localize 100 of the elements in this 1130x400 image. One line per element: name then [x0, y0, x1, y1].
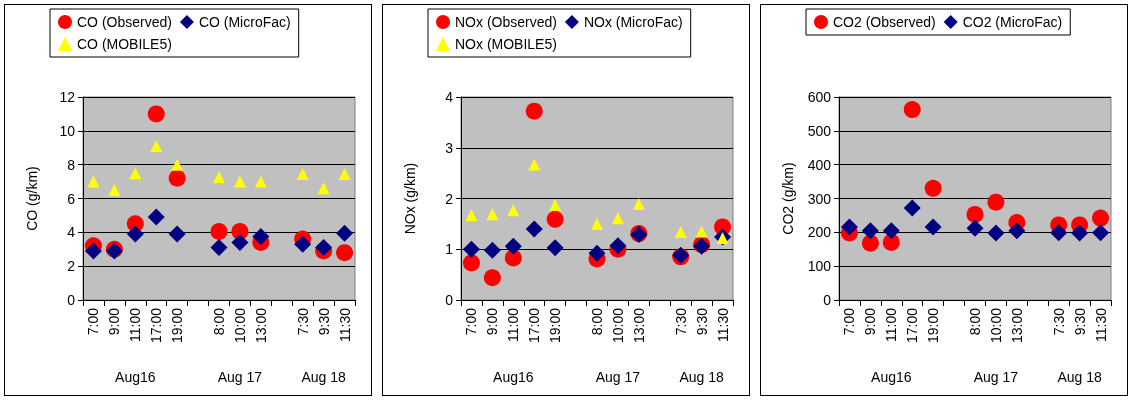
y-tick-label: 12 [59, 89, 76, 105]
x-tick-label: 11:30 [1092, 307, 1109, 342]
point [987, 224, 1005, 242]
point [525, 102, 543, 120]
x-tick-label: 7:00 [85, 307, 102, 336]
y-tick-label: 100 [807, 258, 832, 275]
x-tick-label: 11:00 [883, 307, 900, 342]
legend-label: NOx (MOBILE5) [455, 36, 557, 52]
x-tick-label: 8:00 [211, 307, 227, 336]
x-tick-label: 10:00 [231, 307, 248, 344]
text: Aug 18 [301, 369, 347, 385]
point [147, 208, 165, 226]
y-tick-label: 0 [67, 292, 76, 308]
y-tick-label: 4 [67, 224, 76, 241]
point [695, 225, 708, 238]
point [987, 193, 1005, 211]
point [903, 101, 921, 119]
point [483, 269, 501, 287]
point [210, 222, 228, 240]
point [338, 167, 351, 180]
text: Aug 18 [679, 369, 725, 385]
point [861, 234, 879, 252]
point [1071, 224, 1089, 242]
point [966, 219, 984, 237]
point [108, 184, 121, 197]
x-tick-label: 17:00 [904, 307, 921, 344]
x-tick-label: 9:00 [484, 307, 501, 336]
point [924, 179, 942, 197]
y-tick-label: 1 [445, 241, 454, 258]
point [924, 218, 942, 236]
x-tick-label: 7:00 [463, 307, 480, 336]
x-tick-label: 11:30 [336, 307, 353, 342]
point [147, 105, 165, 123]
x-tick-label: 19:00 [547, 307, 564, 344]
x-tick-label: 7:30 [1050, 307, 1067, 336]
x-tick-label: 9:30 [315, 307, 332, 336]
point [233, 175, 246, 188]
point [462, 240, 480, 258]
point [465, 209, 478, 222]
legend-label: CO2 (Observed) [833, 14, 936, 30]
text: Aug 17 [973, 369, 1019, 385]
y-tick-label: 2 [67, 258, 76, 275]
point [171, 158, 184, 171]
text: Aug 17 [595, 369, 641, 385]
y-tick-label: 6 [67, 190, 76, 207]
point [632, 198, 645, 211]
x-tick-label: 11:00 [127, 307, 144, 342]
x-tick-label: 10:00 [987, 307, 1004, 344]
x-tick-label: 17:00 [526, 307, 543, 344]
x-tick-label: 13:00 [252, 307, 269, 344]
point [486, 208, 499, 221]
x-tick-label: 8:00 [967, 307, 983, 336]
y-tick-label: 300 [807, 190, 832, 207]
y-tick-label: 8 [67, 156, 76, 173]
x-tick-label: 13:00 [630, 307, 647, 344]
point [84, 242, 102, 260]
point [129, 167, 142, 180]
legend-label: CO (MOBILE5) [77, 36, 172, 52]
point [126, 225, 144, 243]
point [840, 218, 858, 236]
point [591, 217, 603, 230]
point [462, 254, 480, 272]
point [210, 239, 228, 257]
point [150, 140, 163, 153]
legend-label: NOx (MicroFac) [583, 14, 683, 30]
point [1092, 224, 1110, 242]
x-tick-label: 7:30 [672, 307, 689, 336]
point [882, 233, 900, 251]
y-tick-label: 3 [445, 139, 454, 156]
y-tick-label: 0 [445, 292, 454, 308]
point [882, 222, 900, 240]
y-tick-label: 600 [807, 89, 832, 105]
point [528, 158, 541, 171]
y-tick-label: 0 [823, 292, 832, 308]
point [903, 199, 921, 217]
y-tick-label: 200 [807, 224, 832, 241]
y-tick-label: 2 [445, 190, 454, 207]
point [546, 210, 564, 228]
point [336, 224, 354, 242]
x-tick-label: 9:30 [1071, 307, 1088, 336]
point [296, 167, 309, 180]
point [294, 235, 312, 253]
legend-label: NOx (Observed) [455, 14, 557, 30]
x-tick-label: 7:00 [841, 307, 858, 336]
x-tick-label: 19:00 [925, 307, 942, 344]
point [231, 233, 249, 251]
x-tick-label: 13:00 [1008, 307, 1025, 344]
y-tick-label: 4 [445, 89, 454, 105]
x-tick-label: 7:30 [294, 307, 311, 336]
x-tick-label: 11:30 [714, 307, 731, 342]
legend-label: CO2 (MicroFac) [962, 14, 1063, 30]
point [168, 225, 186, 243]
text: Aug16 [115, 369, 156, 385]
text: Aug16 [493, 369, 534, 385]
x-tick-label: 8:00 [589, 307, 605, 336]
point [546, 239, 564, 257]
x-tick-label: 9:00 [862, 307, 879, 336]
point [168, 169, 186, 187]
point [966, 205, 984, 223]
point [1092, 209, 1110, 227]
